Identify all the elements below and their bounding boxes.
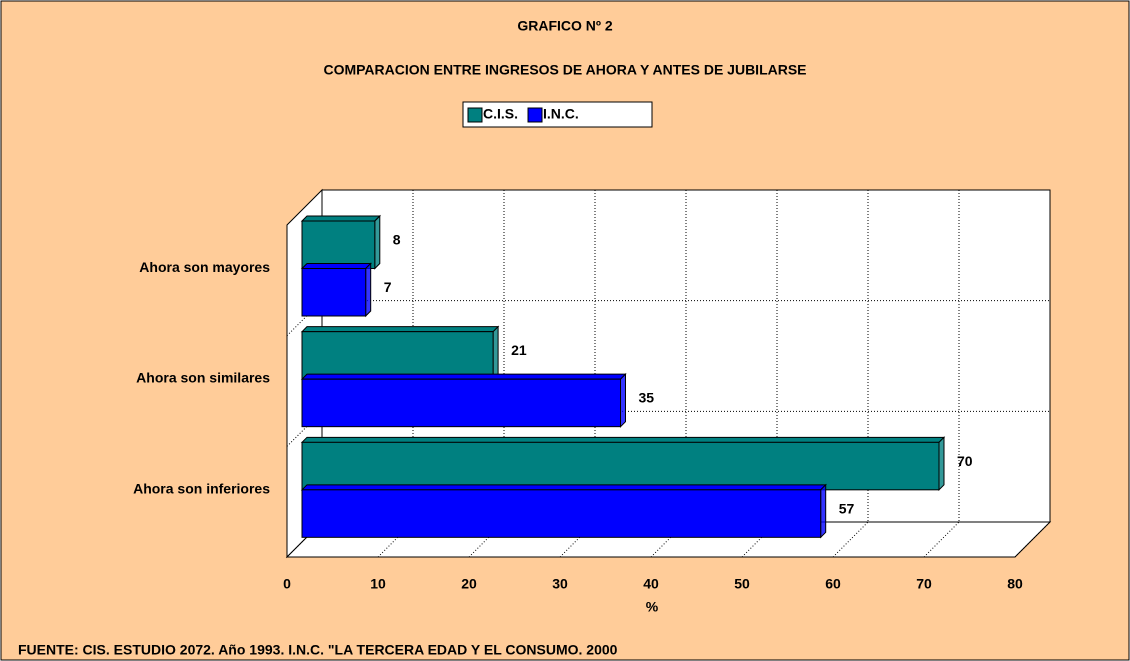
legend-swatch [527,107,543,123]
bar-top [300,373,627,380]
x-tick-label: 80 [1007,576,1023,592]
x-tick-label: 30 [552,576,568,592]
bar [301,441,940,491]
legend-swatch [467,107,483,123]
x-tick-label: 0 [283,576,291,592]
value-label: 57 [839,500,855,516]
grid-line [377,521,414,558]
grid-line [832,521,869,558]
x-tick-label: 10 [370,576,386,592]
x-tick-label: 60 [825,576,841,592]
category-label: Ahora son inferiores [133,480,270,496]
x-axis-label: % [646,599,659,615]
bar-side [620,372,626,428]
legend-label: I.N.C. [543,106,579,122]
bar [301,331,494,380]
bar-side [492,325,499,381]
category-label: Ahora son similares [136,370,270,386]
grid-line [559,521,596,558]
x-tick-label: 70 [916,576,932,592]
category-label: Ahora son mayores [139,259,270,275]
bar-side [938,436,945,492]
x-tick-label: 20 [461,576,477,592]
legend [462,101,653,128]
bar [301,378,621,428]
value-label: 21 [511,342,527,358]
bar-top [300,484,827,491]
value-label: 35 [639,390,655,406]
bar-top [300,326,500,333]
grid-line [650,521,687,558]
value-label: 70 [957,453,973,469]
bar-top [300,263,372,269]
grid-line [923,521,960,558]
bar [301,220,376,269]
bar [301,489,822,538]
bar-top [300,215,382,222]
value-label: 7 [384,279,392,295]
grid-line [286,521,323,558]
chart-subtitle: COMPARACION ENTRE INGRESOS DE AHORA Y AN… [323,62,806,78]
bar [301,268,367,317]
chart-title: GRAFICO Nº 2 [517,18,613,34]
x-tick-label: 50 [734,576,750,592]
bar-side [365,262,372,318]
source-note: FUENTE: CIS. ESTUDIO 2072. Año 1993. I.N… [18,642,618,658]
bar-side [820,483,827,539]
bar-top [300,436,946,443]
category-grid [286,300,323,337]
bar-side [374,214,381,270]
value-label: 8 [393,231,401,247]
grid-line [741,521,778,558]
x-tick-label: 40 [643,576,659,592]
category-grid [286,410,323,447]
legend-label: C.I.S. [483,106,518,122]
grid-line [1014,521,1051,558]
grid-line [468,521,505,558]
